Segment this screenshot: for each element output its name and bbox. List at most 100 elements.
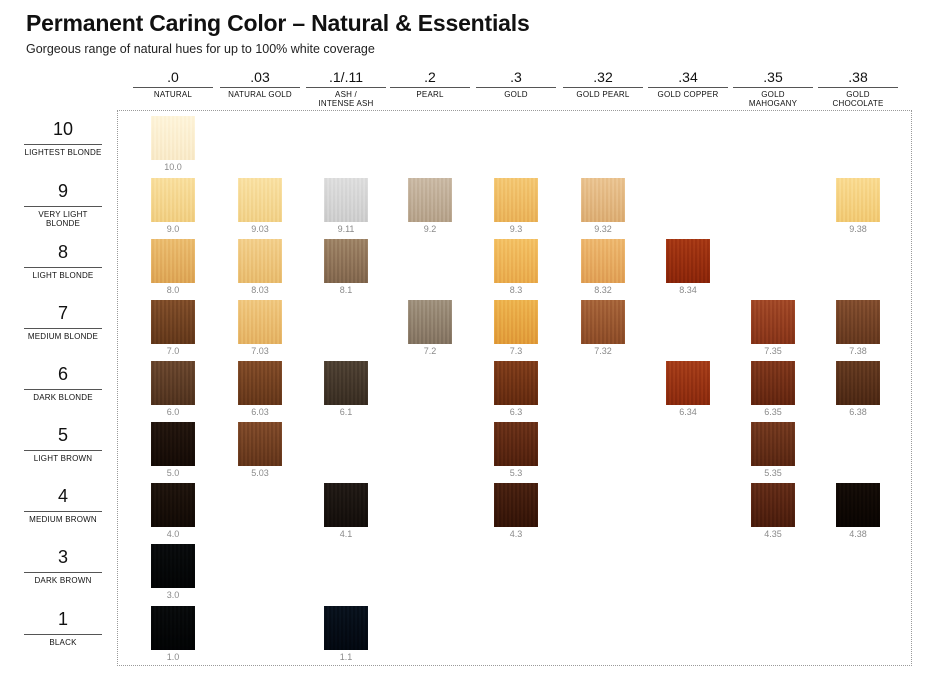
row-divider (24, 634, 102, 635)
hair-swatch[interactable] (408, 300, 452, 344)
shade-label: 5.03 (251, 468, 269, 478)
hair-swatch[interactable] (151, 239, 195, 283)
hair-swatch[interactable] (324, 178, 368, 222)
row-name: LIGHT BROWN (33, 454, 93, 463)
row-level: 10 (52, 119, 74, 139)
column-header: .3 GOLD (476, 68, 556, 99)
shade-label: 4.38 (849, 529, 867, 539)
hair-swatch[interactable] (324, 361, 368, 405)
column-code: .1/.11 (329, 69, 363, 85)
hair-swatch[interactable] (581, 178, 625, 222)
column-name: PEARL (416, 90, 444, 99)
column-header: .2 PEARL (390, 68, 470, 99)
shade-label: 6.34 (679, 407, 697, 417)
row-divider (24, 572, 102, 573)
hair-swatch[interactable] (151, 361, 195, 405)
column-code: .2 (424, 69, 436, 85)
hair-swatch[interactable] (238, 178, 282, 222)
hair-swatch[interactable] (151, 544, 195, 588)
column-code: .34 (678, 69, 698, 85)
column-divider (648, 87, 728, 88)
hair-swatch[interactable] (151, 606, 195, 650)
hair-swatch[interactable] (751, 300, 795, 344)
hair-swatch[interactable] (836, 483, 880, 527)
hair-swatch[interactable] (151, 422, 195, 466)
hair-swatch[interactable] (836, 178, 880, 222)
row-header: 4 MEDIUM BROWN (24, 485, 102, 524)
column-header: .03 NATURAL GOLD (220, 68, 300, 99)
hair-swatch[interactable] (494, 483, 538, 527)
row-header: 9 VERY LIGHT BLONDE (24, 180, 102, 228)
hair-swatch[interactable] (238, 300, 282, 344)
row-name: BLACK (49, 638, 77, 647)
hair-swatch[interactable] (494, 422, 538, 466)
hair-swatch[interactable] (151, 116, 195, 160)
column-divider (563, 87, 643, 88)
column-code: .3 (510, 69, 522, 85)
shade-label: 5.35 (764, 468, 782, 478)
shade-label: 8.34 (679, 285, 697, 295)
shade-label: 9.2 (423, 224, 437, 234)
hair-swatch[interactable] (238, 239, 282, 283)
hair-swatch[interactable] (151, 300, 195, 344)
hair-swatch[interactable] (324, 239, 368, 283)
hair-swatch[interactable] (494, 239, 538, 283)
hair-swatch[interactable] (494, 300, 538, 344)
row-header: 7 MEDIUM BLONDE (24, 302, 102, 341)
column-divider (476, 87, 556, 88)
hair-swatch[interactable] (751, 361, 795, 405)
row-name: DARK BLONDE (33, 393, 93, 402)
row-divider (24, 511, 102, 512)
shade-label: 8.32 (594, 285, 612, 295)
shade-label: 9.0 (166, 224, 180, 234)
hair-swatch[interactable] (836, 361, 880, 405)
hair-swatch[interactable] (494, 178, 538, 222)
shade-label: 5.0 (166, 468, 180, 478)
hair-swatch[interactable] (666, 239, 710, 283)
hair-swatch[interactable] (751, 483, 795, 527)
hair-swatch[interactable] (151, 483, 195, 527)
hair-swatch[interactable] (581, 239, 625, 283)
column-name: GOLD PEARL (576, 90, 630, 99)
hair-swatch[interactable] (324, 483, 368, 527)
column-name: ASH / INTENSE ASH (318, 90, 374, 108)
column-name: GOLD (504, 90, 528, 99)
hair-swatch[interactable] (494, 361, 538, 405)
shade-label: 7.0 (166, 346, 180, 356)
column-header: .32 GOLD PEARL (563, 68, 643, 99)
row-name: VERY LIGHT BLONDE (38, 210, 88, 228)
shade-label: 6.0 (166, 407, 180, 417)
row-header: 3 DARK BROWN (24, 546, 102, 585)
hair-swatch[interactable] (836, 300, 880, 344)
shade-label: 3.0 (166, 590, 180, 600)
shade-label: 6.38 (849, 407, 867, 417)
row-level: 7 (57, 303, 68, 323)
row-divider (24, 389, 102, 390)
shade-label: 4.35 (764, 529, 782, 539)
column-name: GOLD COPPER (657, 90, 719, 99)
hair-swatch[interactable] (324, 606, 368, 650)
hair-swatch[interactable] (238, 361, 282, 405)
hair-swatch[interactable] (238, 422, 282, 466)
page-title: Permanent Caring Color – Natural & Essen… (26, 10, 530, 36)
shade-label: 1.1 (339, 652, 353, 662)
hair-swatch[interactable] (751, 422, 795, 466)
hair-swatch[interactable] (408, 178, 452, 222)
shade-label: 4.0 (166, 529, 180, 539)
shade-label: 9.03 (251, 224, 269, 234)
row-level: 8 (57, 242, 68, 262)
row-level: 9 (57, 181, 68, 201)
shade-label: 7.3 (509, 346, 523, 356)
hair-swatch[interactable] (581, 300, 625, 344)
column-header: .35 GOLD MAHOGANY (733, 68, 813, 108)
column-code: .32 (593, 69, 613, 85)
hair-swatch[interactable] (151, 178, 195, 222)
shade-label: 9.3 (509, 224, 523, 234)
row-divider (24, 450, 102, 451)
row-name: MEDIUM BLONDE (27, 332, 99, 341)
shade-label: 7.2 (423, 346, 437, 356)
column-name: GOLD CHOCOLATE (832, 90, 884, 108)
shade-label: 8.1 (339, 285, 353, 295)
column-name: NATURAL (153, 90, 193, 99)
hair-swatch[interactable] (666, 361, 710, 405)
